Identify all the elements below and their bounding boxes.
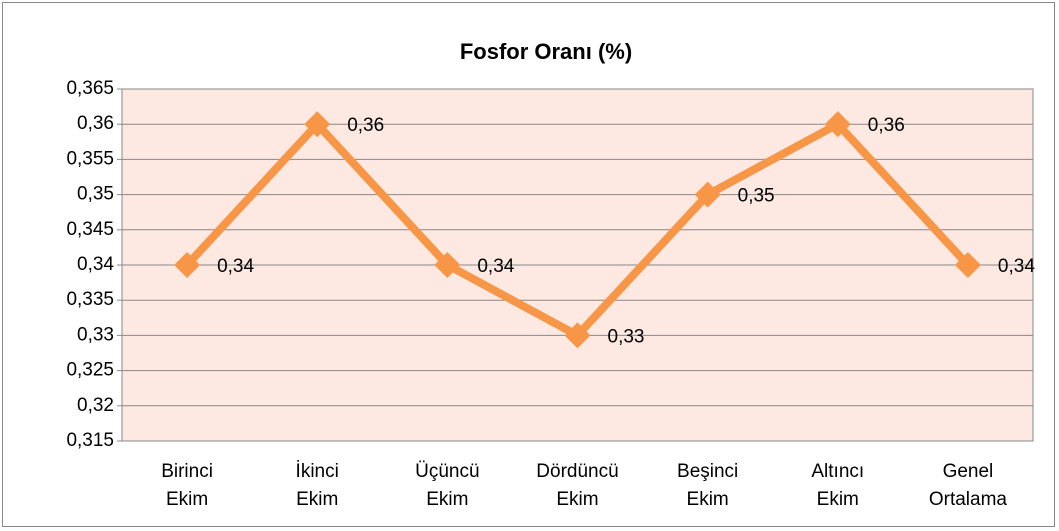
y-tick-label: 0,32 — [77, 395, 114, 416]
data-label: 0,34 — [998, 256, 1035, 277]
y-tick-label: 0,35 — [77, 184, 114, 205]
chart: Fosfor Oranı (%) 0,315 0,32 0,325 0,33 0,335… — [66, 39, 1035, 451]
marker — [564, 322, 591, 349]
marker — [174, 252, 201, 278]
data-label: 0,33 — [608, 326, 645, 347]
y-tick-label: 0,36 — [77, 113, 114, 134]
x-tick-label: İkinci Ekim — [295, 461, 339, 510]
marker — [824, 111, 851, 138]
data-label: 0,36 — [868, 115, 905, 136]
x-tick-label: Beşinci Ekim — [677, 461, 739, 510]
chart-title: Fosfor Oranı (%) — [460, 39, 632, 64]
y-tick-label: 0,33 — [77, 324, 114, 345]
y-tick-label: 0,34 — [77, 254, 114, 275]
y-tick-label: 0,325 — [66, 360, 114, 381]
data-label: 0,34 — [477, 256, 514, 277]
marker — [694, 181, 721, 208]
y-tick-label: 0,315 — [66, 430, 114, 451]
data-label: 0,34 — [217, 256, 254, 277]
y-tick-label: 0,345 — [66, 219, 114, 240]
x-tick-label: Birinci Ekim — [161, 461, 213, 510]
data-label: 0,35 — [738, 186, 775, 207]
x-tick-label: Dördüncü Ekim — [536, 461, 619, 510]
x-tick-label: Üçüncü Ekim — [415, 461, 480, 510]
x-tick-label: Genel Ortalama — [928, 461, 1007, 510]
marker — [954, 252, 981, 278]
y-tick-label: 0,355 — [66, 148, 114, 169]
y-tick-label: 0,365 — [66, 78, 114, 99]
marker — [304, 111, 331, 138]
x-tick-label: Altıncı Ekim — [811, 461, 865, 510]
y-tick-label: 0,335 — [66, 289, 114, 310]
marker — [434, 252, 461, 278]
data-label: 0,36 — [347, 115, 384, 136]
